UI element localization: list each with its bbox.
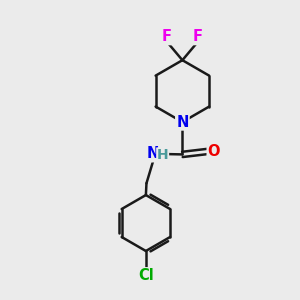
Text: O: O xyxy=(208,144,220,159)
Text: N: N xyxy=(176,115,189,130)
Text: Cl: Cl xyxy=(138,268,154,283)
Text: H: H xyxy=(157,148,169,162)
Text: N: N xyxy=(147,146,159,161)
Text: F: F xyxy=(193,29,203,44)
Text: F: F xyxy=(162,29,172,44)
